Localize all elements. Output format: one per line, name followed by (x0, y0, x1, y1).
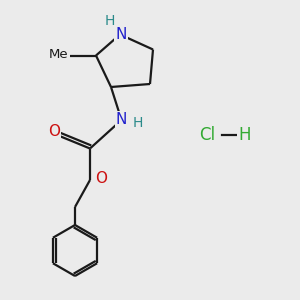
Text: O: O (48, 124, 60, 140)
Text: H: H (238, 126, 251, 144)
Text: N: N (115, 27, 127, 42)
Text: H: H (104, 14, 115, 28)
Text: H: H (133, 116, 143, 130)
Text: Me: Me (49, 48, 68, 61)
Text: N: N (116, 112, 127, 128)
Text: Cl: Cl (199, 126, 215, 144)
Text: O: O (95, 171, 107, 186)
